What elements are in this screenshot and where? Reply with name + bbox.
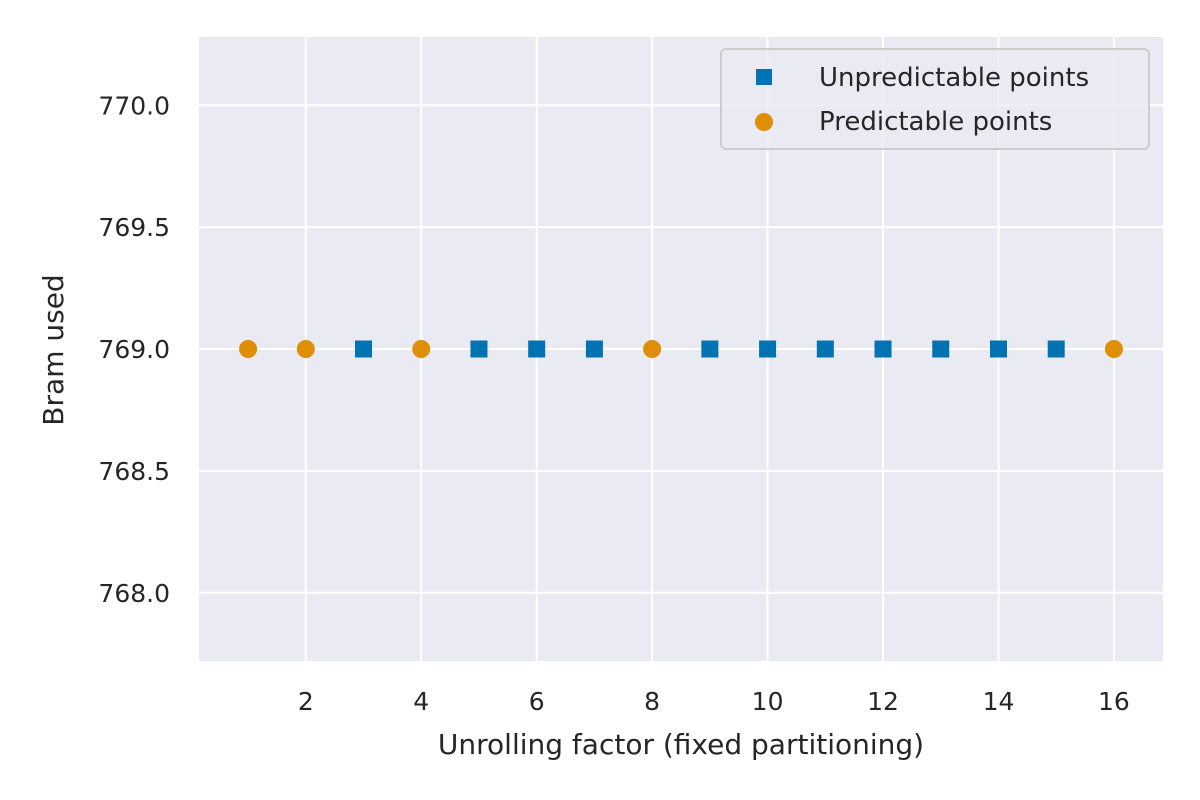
legend-marker-predictable [755,113,773,131]
x-axis-label: Unrolling factor (fixed partitioning) [438,728,924,761]
x-axis-ticks: 2 4 6 8 10 12 14 16 [298,687,1130,716]
predictable-point [239,340,258,358]
x-tick-label: 8 [644,687,660,716]
legend-label-unpredictable: Unpredictable points [819,63,1089,93]
predictable-point [296,340,315,358]
legend-marker-unpredictable [756,69,772,85]
unpredictable-point [355,340,373,358]
y-tick-label: 770.0 [98,91,170,120]
x-tick-label: 12 [867,687,899,716]
x-tick-label: 16 [1098,687,1130,716]
unpredictable-point [528,340,546,358]
y-tick-label: 769.0 [98,335,170,364]
unpredictable-point [816,340,834,358]
unpredictable-point [932,340,950,358]
predictable-point [412,340,431,358]
unpredictable-point [989,340,1007,358]
y-axis-ticks: 768.0 768.5 769.0 769.5 770.0 [98,91,170,608]
y-tick-label: 769.5 [98,213,170,242]
unpredictable-point [874,340,892,358]
y-axis-label: Bram used [37,274,70,425]
unpredictable-point [1047,340,1065,358]
x-tick-label: 6 [529,687,545,716]
unpredictable-point [701,340,719,358]
unpredictable-point [470,340,488,358]
y-tick-label: 768.0 [98,579,170,608]
x-tick-label: 10 [752,687,784,716]
legend: Unpredictable points Predictable points [720,48,1150,150]
legend-label-predictable: Predictable points [819,107,1052,137]
data-points [239,340,1123,358]
predictable-point [643,340,662,358]
unpredictable-point [585,340,603,358]
x-tick-label: 14 [983,687,1015,716]
unpredictable-point [759,340,777,358]
predictable-point [1104,340,1123,358]
y-tick-label: 768.5 [98,457,170,486]
legend-box [720,48,1150,150]
x-tick-label: 2 [298,687,314,716]
x-tick-label: 4 [413,687,429,716]
